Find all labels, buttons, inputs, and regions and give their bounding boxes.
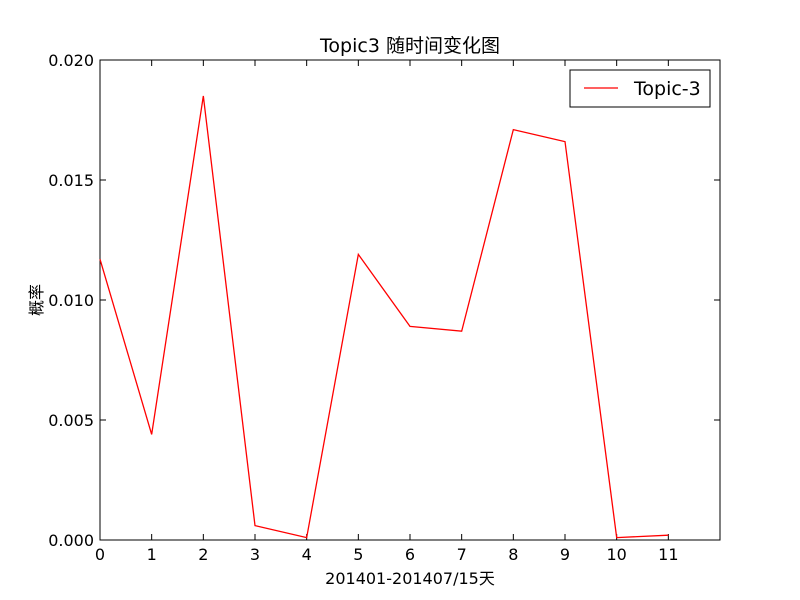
x-tick-label: 2 [198,545,208,564]
chart-title: Topic3 随时间变化图 [319,35,500,57]
x-tick-label: 5 [353,545,363,564]
x-tick-label: 3 [250,545,260,564]
x-tick-label: 0 [95,545,105,564]
x-tick-label: 9 [560,545,570,564]
series-line-topic-3 [99,95,669,539]
y-tick-label: 0.005 [48,411,94,430]
legend: Topic-3 [569,69,711,108]
legend-label-topic-3: Topic-3 [633,78,701,100]
x-tick-label: 6 [405,545,415,564]
y-tick-label: 0.015 [48,171,94,190]
y-tick-label: 0.000 [48,531,94,550]
x-tick-label: 7 [457,545,467,564]
x-axis: 0 1 2 3 4 5 6 7 8 9 10 11 [95,60,679,564]
x-tick-label: 8 [508,545,518,564]
plot-area-frame [99,59,721,541]
x-tick-label: 4 [302,545,312,564]
y-tick-label: 0.010 [48,291,94,310]
x-tick-label: 11 [658,545,678,564]
y-tick-label: 0.020 [48,51,94,70]
y-axis-label: 概率 [27,284,46,316]
x-axis-label: 201401-201407/15天 [325,569,495,588]
x-tick-label: 1 [147,545,157,564]
x-tick-label: 10 [606,545,626,564]
y-axis: 0.000 0.005 0.010 0.015 0.020 [48,51,720,550]
series-layer [99,95,669,539]
